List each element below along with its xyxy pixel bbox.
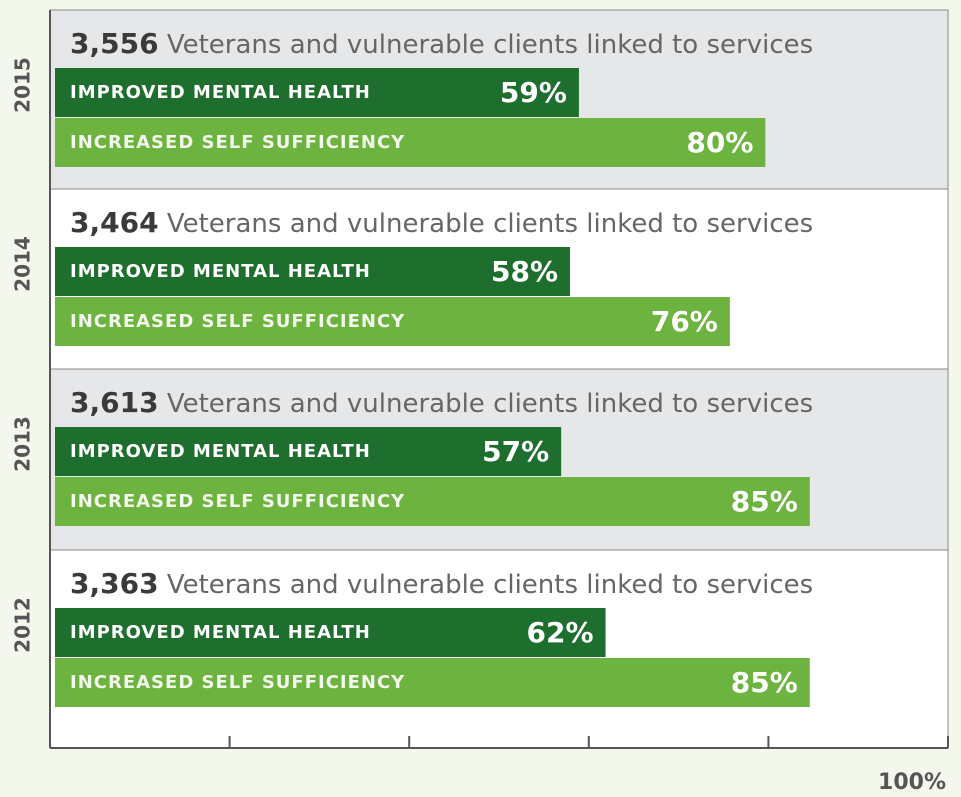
- value-label: 76%: [651, 305, 718, 338]
- panel-header: 3,556 Veterans and vulnerable clients li…: [70, 27, 813, 60]
- x-tick-label: 100%: [878, 770, 946, 795]
- bar: [55, 477, 810, 526]
- client-count: 3,363: [70, 567, 159, 600]
- bar: [55, 427, 562, 476]
- value-label: 80%: [686, 126, 753, 159]
- bar-name: INCREASED SELF SUFFICIENCY: [70, 672, 405, 693]
- value-label: 57%: [482, 435, 549, 468]
- client-count: 3,556: [70, 27, 159, 60]
- year-label: 2015: [11, 57, 35, 113]
- gap: [159, 570, 167, 600]
- bar: [55, 247, 571, 296]
- caption: Veterans and vulnerable clients linked t…: [167, 570, 813, 600]
- bar-name: IMPROVED MENTAL HEALTH: [70, 82, 371, 103]
- value-label: 59%: [500, 76, 567, 109]
- bar-name: INCREASED SELF SUFFICIENCY: [70, 132, 405, 153]
- year-label: 2013: [11, 416, 35, 472]
- year-label: 2012: [11, 597, 35, 653]
- bar-name: IMPROVED MENTAL HEALTH: [70, 261, 371, 282]
- panel-header: 3,363 Veterans and vulnerable clients li…: [70, 567, 813, 600]
- bar: [55, 658, 810, 707]
- bar: [55, 118, 766, 167]
- caption: Veterans and vulnerable clients linked t…: [167, 389, 813, 419]
- panel-header: 3,464 Veterans and vulnerable clients li…: [70, 206, 813, 239]
- client-count: 3,613: [70, 386, 159, 419]
- bar: [55, 68, 579, 117]
- year-label: 2014: [11, 236, 35, 292]
- gap: [159, 30, 167, 60]
- bar-name: INCREASED SELF SUFFICIENCY: [70, 491, 405, 512]
- value-label: 62%: [527, 616, 594, 649]
- value-label: 85%: [731, 485, 798, 518]
- bar-name: INCREASED SELF SUFFICIENCY: [70, 311, 405, 332]
- bar-name: IMPROVED MENTAL HEALTH: [70, 441, 371, 462]
- gap: [159, 209, 167, 239]
- caption: Veterans and vulnerable clients linked t…: [167, 209, 813, 239]
- panel-header: 3,613 Veterans and vulnerable clients li…: [70, 386, 813, 419]
- gap: [159, 389, 167, 419]
- bar-name: IMPROVED MENTAL HEALTH: [70, 622, 371, 643]
- value-label: 58%: [491, 255, 558, 288]
- bar: [55, 297, 730, 346]
- bar: [55, 608, 606, 657]
- client-count: 3,464: [70, 206, 159, 239]
- value-label: 85%: [731, 666, 798, 699]
- caption: Veterans and vulnerable clients linked t…: [167, 30, 813, 60]
